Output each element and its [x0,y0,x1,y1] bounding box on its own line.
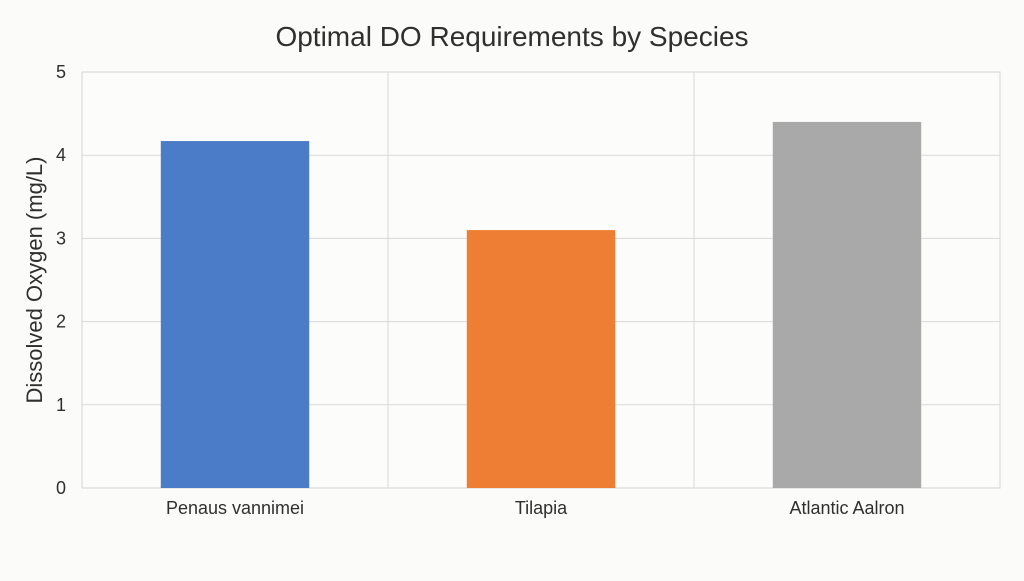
x-axis-ticks: Penaus vannimei Tilapia Atlantic Aalron [166,498,905,518]
x-tick-label: Tilapia [515,498,568,518]
x-tick-label: Atlantic Aalron [789,498,904,518]
bar-atlantic-aalron [772,121,922,489]
y-axis-label: Dissolved Oxygen (mg/L) [22,157,47,404]
bar-penaus-vannimei [160,141,310,488]
y-tick-label: 5 [56,62,66,82]
y-tick-label: 3 [56,228,66,248]
bar-tilapia [466,230,616,488]
bars [160,121,922,489]
x-tick-label: Penaus vannimei [166,498,304,518]
y-axis-ticks: 0 1 2 3 4 5 [56,62,66,498]
y-tick-label: 0 [56,478,66,498]
y-tick-label: 4 [56,145,66,165]
y-tick-label: 2 [56,312,66,332]
chart-title: Optimal DO Requirements by Species [275,21,748,52]
y-tick-label: 1 [56,395,66,415]
